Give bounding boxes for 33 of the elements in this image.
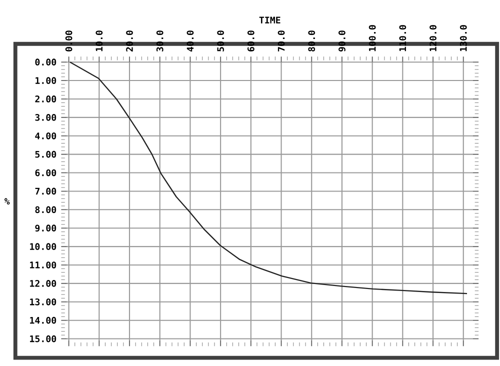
y-tick-label: 10.00 [30,243,56,250]
x-tick-label: 80.0 [308,30,316,52]
x-tick-label: 50.0 [217,30,224,52]
y-tick-label: 13.00 [30,298,56,306]
x-tick-label: 130.0 [460,25,467,52]
x-tick-label: 40.0 [186,30,194,52]
y-tick-label: 3.00 [35,114,56,122]
y-tick-label: 0.00 [35,58,56,66]
x-tick-label: 30.0 [156,30,164,52]
x-tick-label: 0.00 [65,30,72,52]
y-axis-title: % [4,198,10,205]
y-tick-label: 6.00 [35,170,56,176]
x-tick-label: 60.0 [247,30,254,52]
y-tick-label: 9.00 [35,224,56,232]
x-tick-label: 90.0 [338,30,346,52]
y-tick-label: 4.00 [35,132,56,140]
y-tick-label: 12.00 [30,280,56,288]
x-tick-label: 20.0 [126,30,133,52]
y-tick-label: 14.00 [30,317,56,324]
y-tick-label: 15.00 [30,336,56,342]
line-series [69,62,468,294]
y-tick-label: 11.00 [30,262,56,269]
y-tick-label: 5.00 [35,151,56,158]
y-tick-label: 7.00 [35,188,56,195]
x-tick-label: 10.0 [96,30,103,52]
x-axis-title: TIME [259,16,280,24]
x-tick-label: 70.0 [278,30,285,52]
y-tick-label: 8.00 [35,206,56,214]
y-tick-label: 2.00 [35,96,56,103]
x-tick-label: 100.0 [368,25,376,52]
y-tick-label: 1.00 [36,77,56,84]
x-tick-label: 120.0 [430,25,436,52]
x-tick-label: 110.0 [399,25,406,52]
